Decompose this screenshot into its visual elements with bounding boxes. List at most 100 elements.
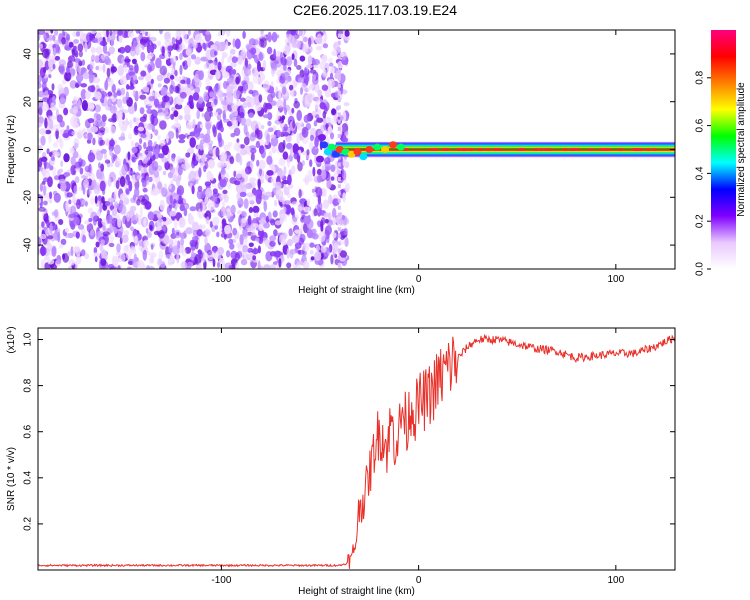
noise-blob <box>266 46 273 55</box>
noise-blob <box>312 74 317 81</box>
noise-blob <box>213 50 218 56</box>
noise-blob <box>332 198 340 206</box>
noise-blob <box>214 41 222 52</box>
noise-blob <box>157 181 163 190</box>
noise-blob <box>198 70 205 81</box>
noise-blob <box>135 213 139 219</box>
signal-peak-mark <box>493 148 499 151</box>
noise-blob <box>76 129 84 139</box>
noise-blob <box>299 55 306 62</box>
noise-blob <box>189 137 196 148</box>
noise-blob <box>68 213 76 219</box>
signal-peak-mark <box>572 148 577 151</box>
noise-blob <box>90 46 96 54</box>
noise-blob <box>185 227 193 235</box>
noise-blob <box>179 30 187 36</box>
noise-blob <box>52 63 56 70</box>
noise-blob <box>132 40 137 49</box>
signal-onset-blob <box>327 143 336 151</box>
noise-blob <box>204 196 209 205</box>
noise-blob <box>220 168 226 175</box>
noise-blob <box>233 119 238 129</box>
noise-blob <box>281 115 286 121</box>
noise-blob <box>86 139 92 144</box>
noise-blob <box>165 102 171 109</box>
colorbar-gradient <box>711 30 736 269</box>
noise-blob <box>99 243 103 251</box>
noise-blob <box>323 188 327 198</box>
noise-blob <box>269 235 277 242</box>
noise-blob <box>307 37 312 47</box>
noise-blob <box>240 217 247 228</box>
noise-blob <box>64 227 69 233</box>
noise-blob <box>233 89 241 99</box>
noise-blob <box>239 111 245 119</box>
noise-edge-mark <box>337 184 341 189</box>
noise-blob <box>131 146 138 154</box>
noise-blob <box>239 97 246 102</box>
noise-blob <box>146 55 153 60</box>
noise-blob <box>67 251 71 257</box>
noise-blob <box>249 133 256 142</box>
noise-blob <box>84 42 88 53</box>
noise-blob <box>126 211 131 222</box>
noise-blob <box>282 151 289 160</box>
colorbar-tick-label: 0.4 <box>695 166 706 180</box>
noise-blob <box>159 65 168 76</box>
noise-blob <box>229 177 237 184</box>
noise-blob <box>101 249 107 260</box>
noise-blob <box>49 165 54 171</box>
noise-blob <box>139 38 147 46</box>
noise-blob <box>93 186 101 195</box>
noise-blob <box>272 210 278 218</box>
noise-blob <box>86 189 92 195</box>
noise-blob <box>142 249 147 261</box>
noise-blob <box>106 37 111 43</box>
noise-blob <box>185 152 191 158</box>
noise-blob <box>63 107 69 116</box>
noise-blob <box>109 30 113 36</box>
noise-blob <box>226 77 234 84</box>
noise-blob <box>217 61 222 71</box>
noise-blob <box>343 102 350 107</box>
noise-blob <box>58 59 66 67</box>
noise-blob <box>238 203 242 208</box>
noise-blob <box>107 78 114 87</box>
noise-blob <box>275 34 280 39</box>
noise-blob <box>316 45 323 51</box>
noise-blob <box>331 50 338 57</box>
noise-blob <box>202 30 207 36</box>
noise-blob <box>258 236 264 244</box>
noise-blob <box>288 228 293 237</box>
noise-blob <box>212 192 220 198</box>
noise-blob <box>132 90 137 98</box>
noise-blob <box>74 176 80 184</box>
signal-peak-mark <box>441 148 447 151</box>
noise-blob <box>116 90 122 96</box>
noise-blob <box>46 242 53 252</box>
x-tick-label: -100 <box>211 575 231 586</box>
noise-blob <box>125 189 130 196</box>
noise-blob <box>105 200 112 207</box>
noise-blob <box>188 94 194 106</box>
noise-blob <box>314 101 320 110</box>
noise-blob <box>213 111 219 117</box>
noise-blob <box>274 250 282 258</box>
noise-blob <box>116 243 121 253</box>
signal-peak-mark <box>547 148 553 151</box>
noise-blob <box>303 215 311 225</box>
signal-onset-blob <box>316 155 324 163</box>
noise-blob <box>195 240 199 250</box>
noise-blob <box>128 65 134 71</box>
noise-blob <box>68 199 72 205</box>
noise-blob <box>270 61 278 72</box>
noise-blob <box>171 68 175 75</box>
noise-blob <box>73 58 81 63</box>
noise-edge-mark <box>337 76 341 81</box>
noise-blob <box>124 58 131 63</box>
noise-blob <box>81 100 88 111</box>
noise-blob <box>137 195 146 202</box>
noise-blob <box>179 64 183 76</box>
noise-blob <box>270 136 279 147</box>
noise-blob <box>102 63 106 73</box>
